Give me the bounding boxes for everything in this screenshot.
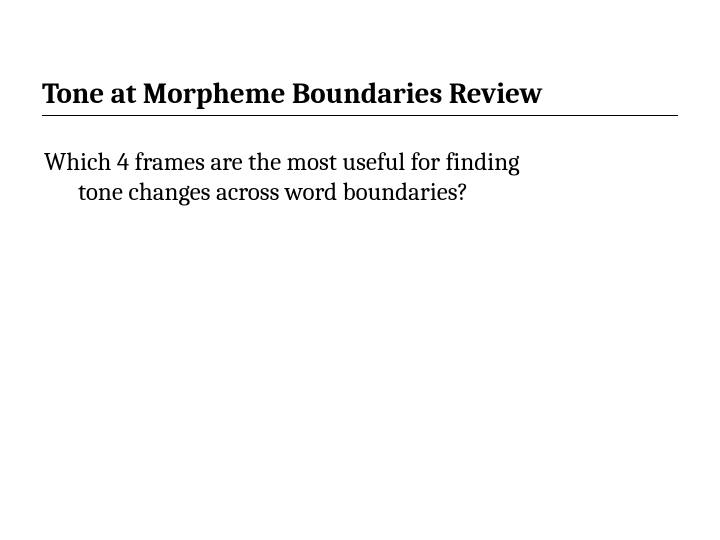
body-line-2: tone changes across word boundaries?: [44, 178, 658, 209]
body-line-1: Which 4 frames are the most useful for f…: [44, 148, 520, 177]
slide-container: Tone at Morpheme Boundaries Review Which…: [0, 0, 720, 540]
slide-title: Tone at Morpheme Boundaries Review: [42, 78, 678, 116]
slide-body: Which 4 frames are the most useful for f…: [42, 148, 678, 209]
